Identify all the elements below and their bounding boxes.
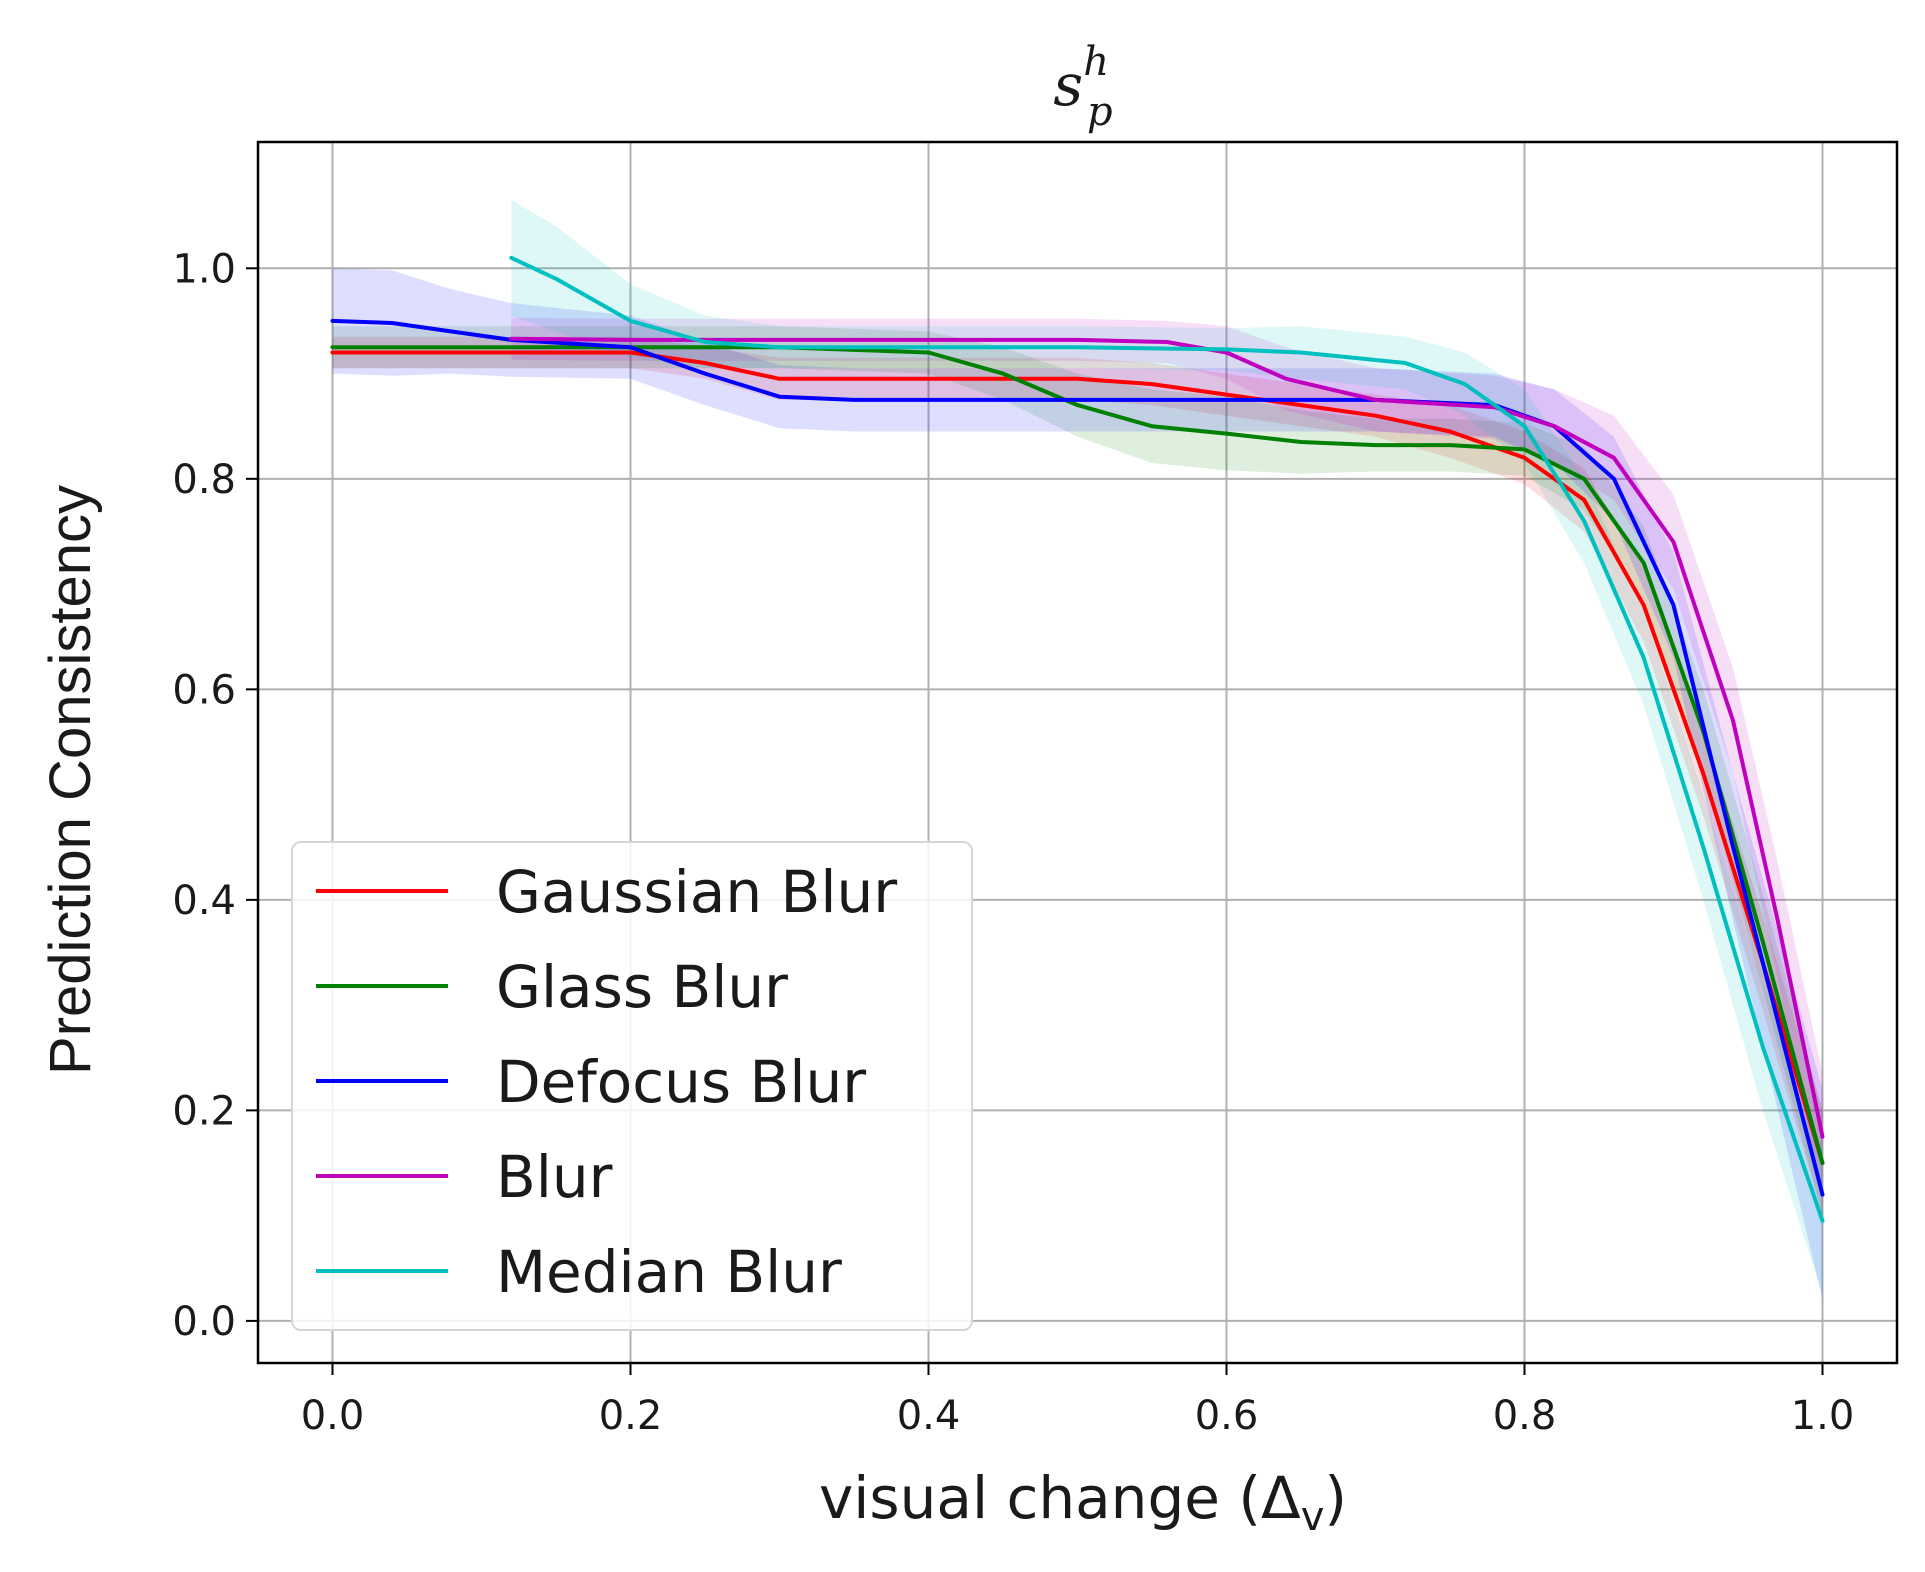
median-blur-band — [511, 199, 1823, 1295]
y-tick-label: 0.2 — [172, 1088, 236, 1134]
series-lines — [330, 255, 1825, 1223]
legend-label-blur: Blur — [496, 1143, 613, 1211]
legend-box — [291, 841, 973, 1331]
y-tick-label: 0.4 — [172, 878, 236, 924]
title-subscript: p — [1087, 89, 1113, 135]
legend: Gaussian Blur Glass Blur Defocus Blur Blur M… — [291, 841, 973, 1331]
x-tick-label: 0.8 — [1493, 1393, 1557, 1439]
blur-line — [509, 336, 1825, 1139]
x-axis-label-subscript: v — [1301, 1494, 1325, 1540]
x-tick-label: 0.0 — [301, 1393, 365, 1439]
x-tick-label: 0.2 — [599, 1393, 663, 1439]
title-superscript: h — [1083, 39, 1109, 85]
x-axis-label-close: ) — [1324, 1464, 1347, 1532]
x-tick-label: 0.4 — [897, 1393, 961, 1439]
defocus-blur-band — [332, 268, 1823, 1300]
defocus-blur-line — [330, 318, 1825, 1197]
chart-title: sh p — [1053, 39, 1112, 135]
legend-label-median-blur: Median Blur — [496, 1238, 842, 1306]
x-axis-label-text: visual change (Δ — [819, 1464, 1301, 1532]
title-main: s — [1053, 51, 1083, 119]
axis-ticks: 0.0 0.2 0.4 0.6 0.8 1.0 0.0 0.2 0.4 0.6 0.8 1.0 — [172, 246, 1854, 1439]
plot-frame — [256, 140, 1899, 1365]
y-axis-label: Prediction Consistency — [38, 485, 103, 1075]
y-tick-label: 0.0 — [172, 1299, 236, 1345]
x-axis-label: visual change (Δv) — [819, 1464, 1347, 1540]
x-tick-label: 1.0 — [1791, 1393, 1855, 1439]
legend-label-gaussian-blur: Gaussian Blur — [496, 858, 897, 926]
legend-label-glass-blur: Glass Blur — [496, 953, 788, 1021]
y-tick-label: 0.8 — [172, 457, 236, 503]
confidence-bands — [332, 199, 1823, 1300]
y-tick-label: 1.0 — [172, 246, 236, 292]
legend-label-defocus-blur: Defocus Blur — [496, 1048, 866, 1116]
y-tick-label: 0.6 — [172, 667, 236, 713]
median-blur-line — [509, 255, 1825, 1223]
x-tick-label: 0.6 — [1195, 1393, 1259, 1439]
